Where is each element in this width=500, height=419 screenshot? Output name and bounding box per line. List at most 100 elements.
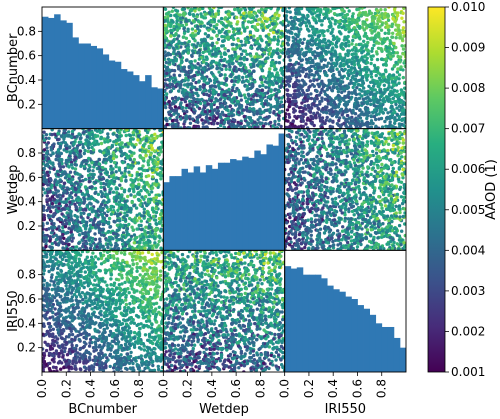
scatter-point	[115, 202, 119, 206]
scatter-point	[97, 157, 102, 162]
scatter-point	[366, 73, 370, 78]
scatter-point	[347, 17, 351, 21]
histogram-bar	[60, 20, 67, 129]
scatter-point	[253, 11, 258, 15]
scatter-point	[57, 225, 61, 229]
scatter-point	[130, 143, 134, 147]
scatter-point	[77, 233, 82, 237]
scatter-point	[88, 201, 92, 205]
scatter-point	[303, 21, 308, 25]
scatter-point	[211, 52, 215, 57]
scatter-point	[357, 83, 361, 87]
scatter-point	[277, 122, 281, 127]
scatter-point	[322, 38, 326, 42]
scatter-point	[373, 88, 377, 92]
scatter-point	[355, 121, 359, 125]
scatter-point	[128, 157, 133, 162]
scatter-point	[51, 191, 55, 195]
scatter-point	[330, 55, 334, 59]
scatter-point	[351, 12, 355, 16]
scatter-point	[252, 38, 256, 42]
scatter-point	[338, 30, 342, 35]
scatter-point	[197, 67, 201, 71]
scatter-point	[63, 224, 68, 229]
scatter-point	[324, 49, 328, 54]
scatter-point	[403, 86, 406, 90]
scatter-point	[137, 192, 142, 197]
scatter-point	[166, 77, 170, 82]
scatter-point	[325, 115, 329, 120]
scatter-point	[237, 67, 241, 72]
scatter-point	[353, 101, 357, 106]
scatter-point	[328, 118, 332, 122]
scatter-point	[83, 148, 87, 153]
scatter-point	[230, 54, 234, 58]
scatter-point	[223, 16, 228, 20]
scatter-point	[65, 186, 70, 190]
scatter-point	[82, 151, 87, 156]
scatter-point	[361, 97, 365, 101]
scatter-point	[340, 113, 344, 117]
scatter-point	[381, 111, 385, 115]
scatter-point	[335, 13, 339, 17]
scatter-point	[135, 213, 139, 217]
scatter-point	[120, 193, 124, 197]
scatter-point	[310, 122, 314, 126]
scatter-point	[256, 37, 260, 41]
scatter-point	[273, 88, 277, 92]
scatter-point	[353, 90, 357, 94]
histogram-bar	[126, 71, 134, 129]
scatter-point	[255, 112, 259, 116]
scatter-point	[68, 193, 72, 198]
panel-bcnumber-vs-wetdep	[164, 7, 285, 129]
scatter-point	[307, 48, 311, 53]
scatter-point	[189, 33, 193, 37]
scatter-point	[369, 75, 374, 79]
scatter-point	[88, 246, 93, 250]
scatter-point	[354, 92, 359, 97]
scatter-point	[303, 96, 307, 100]
scatter-point	[170, 83, 175, 87]
scatter-point	[201, 83, 206, 87]
scatter-point	[256, 54, 260, 59]
scatter-point	[127, 232, 131, 237]
scatter-point	[402, 20, 406, 24]
scatter-point	[196, 50, 201, 54]
scatter-point	[354, 30, 359, 34]
scatter-point	[248, 62, 253, 67]
scatter-point	[70, 132, 75, 136]
scatter-point	[268, 67, 272, 71]
scatter-point	[177, 96, 181, 101]
scatter-point	[193, 59, 197, 63]
scatter-point	[109, 164, 113, 169]
scatter-point	[42, 225, 45, 229]
scatter-point	[143, 201, 147, 205]
scatter-point	[347, 116, 352, 120]
scatter-point	[177, 23, 181, 27]
scatter-point	[260, 102, 264, 106]
scatter-point	[65, 211, 69, 215]
scatter-point	[267, 70, 271, 74]
scatter-point	[42, 246, 45, 250]
scatter-point	[286, 23, 290, 27]
scatter-point	[49, 219, 54, 223]
scatter-point	[313, 41, 317, 45]
scatter-point	[192, 107, 196, 112]
scatter-point	[326, 95, 330, 99]
scatter-point	[157, 153, 161, 157]
scatter-point	[388, 41, 392, 46]
scatter-point	[337, 70, 341, 74]
scatter-point	[169, 22, 173, 26]
scatter-point	[285, 7, 287, 11]
scatter-point	[137, 223, 141, 228]
scatter-point	[93, 232, 97, 236]
scatter-point	[315, 111, 320, 115]
scatter-point	[153, 241, 157, 245]
scatter-point	[129, 234, 134, 239]
scatter-point	[254, 52, 259, 56]
scatter-point	[208, 116, 212, 120]
scatter-point	[384, 21, 388, 25]
scatter-point	[211, 29, 215, 33]
scatter-point	[248, 76, 253, 81]
scatter-point	[249, 97, 253, 101]
